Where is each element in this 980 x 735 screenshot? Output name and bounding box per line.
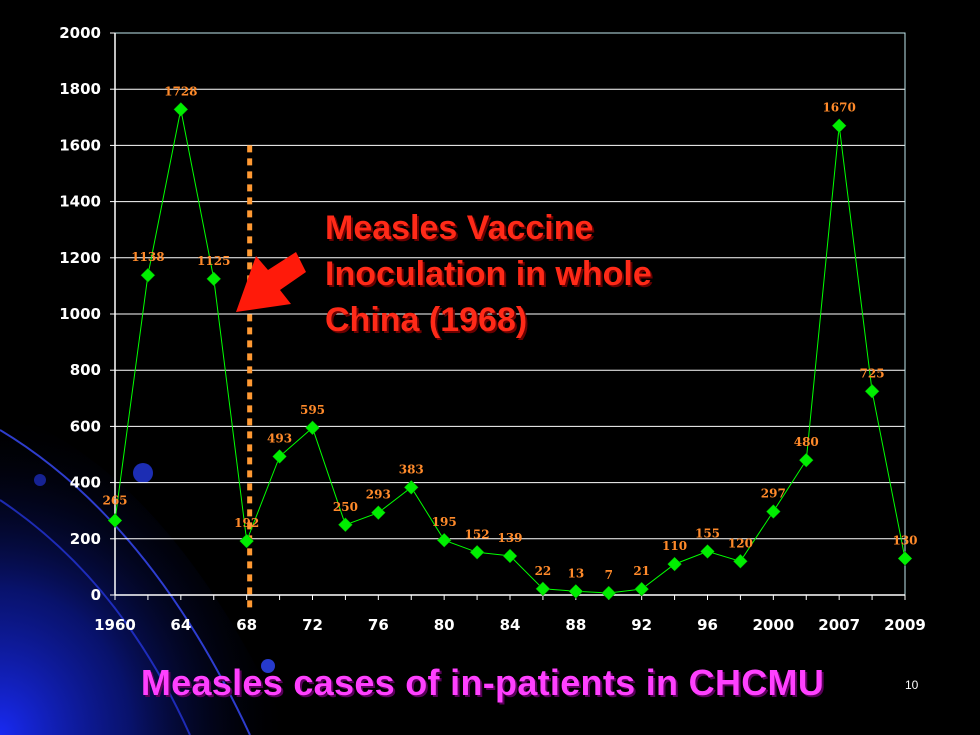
data-label: 480 [794,435,819,449]
data-point-marker [502,548,518,564]
x-tick-label: 64 [170,616,191,634]
axes [110,32,906,600]
data-label: 1670 [822,101,855,115]
data-point-marker [568,583,584,599]
x-tick-label: 72 [302,616,323,634]
data-point-marker [798,452,814,468]
data-point-marker [403,480,419,495]
y-tick-label: 1200 [59,249,101,267]
data-point-marker [272,449,287,464]
slide-title: Measles cases of in-patients in CHCMU [140,662,825,703]
gridlines [115,88,905,540]
data-point-marker [338,517,353,533]
data-point-marker [239,533,255,549]
data-label: 130 [892,533,917,547]
data-label: 383 [399,462,424,476]
orb [261,659,275,673]
data-point-marker [700,544,715,559]
y-tick-label: 0 [91,586,101,604]
series-markers [107,102,913,601]
data-point-marker [206,271,222,287]
data-label: 265 [102,494,127,508]
y-tick-label: 1800 [59,80,101,98]
data-label: 192 [234,516,259,530]
x-tick-label: 92 [631,616,652,634]
x-tick-label: 96 [697,616,718,634]
page-number: 10 [905,678,919,692]
arrow-icon [236,252,306,312]
data-point-marker [107,513,123,528]
y-tick-label: 800 [70,361,101,379]
y-tick-label: 200 [70,530,101,548]
data-point-marker [634,581,650,597]
data-label: 22 [535,564,552,578]
data-label: 297 [761,487,786,501]
x-tick-label: 76 [368,616,389,634]
data-point-marker [370,505,386,521]
data-point-marker [831,118,847,134]
vaccine-annotation: Measles Vaccine Inoculation in whole Chi… [325,209,652,339]
orb [34,474,46,486]
x-tick-label: 2009 [884,616,926,634]
corner-glow [0,410,290,735]
orb [133,463,153,483]
x-tick-label: 84 [500,616,521,634]
data-label: 293 [366,488,391,502]
data-point-marker [601,585,617,601]
data-point-marker [864,383,880,399]
data-label: 1138 [131,250,164,264]
data-label: 13 [567,566,584,580]
data-point-marker [305,420,320,436]
data-label: 725 [860,366,885,380]
data-label: 110 [662,539,687,553]
data-labels: 265 1138 1728 1125 192 493 595 250 293 383 195 152 1… [102,84,917,582]
data-label: 152 [465,527,490,541]
data-label: 120 [728,536,753,550]
data-point-marker [765,504,781,519]
y-tick-label: 1400 [59,193,101,211]
x-tick-label: 2007 [818,616,860,634]
data-point-marker [436,532,452,548]
y-tick-label: 1600 [59,136,101,154]
data-point-marker [173,102,189,117]
data-label: 195 [432,515,457,529]
data-label: 7 [605,568,613,582]
data-label: 1125 [197,254,230,268]
data-label: 139 [497,531,522,545]
swoosh-curve [0,499,191,735]
x-tick-label: 88 [565,616,586,634]
x-tick-label: 2000 [752,616,794,634]
data-point-marker [667,556,682,572]
data-point-marker [469,544,485,560]
y-tick-label: 400 [70,474,101,492]
x-tick-label: 1960 [94,616,136,634]
x-axis-ticks: 1960 64 68 72 76 80 84 88 92 96 2000 2007 2009 [94,616,926,634]
data-label: 1728 [164,84,197,98]
x-tick-label: 68 [236,616,257,634]
data-point-marker [897,551,913,566]
data-label: 155 [695,526,720,540]
y-axis-ticks: 0 200 400 600 800 1000 1200 1400 1600 1800 2000 [59,24,101,604]
data-label: 21 [633,564,650,578]
data-point-marker [140,267,156,283]
data-label: 250 [333,500,358,514]
data-label: 493 [267,431,292,445]
y-tick-label: 600 [70,417,101,435]
y-tick-label: 2000 [59,24,101,42]
x-tick-label: 80 [434,616,455,634]
y-tick-label: 1000 [59,305,101,323]
data-point-marker [733,553,748,569]
annotation-arrow [236,252,306,312]
data-point-marker [535,581,551,597]
data-label: 595 [300,403,325,417]
swoosh-curve [0,429,251,735]
